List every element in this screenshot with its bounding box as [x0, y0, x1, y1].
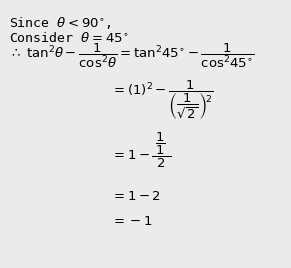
Text: $\therefore\;\tan^2\!\theta - \dfrac{1}{\cos^2\!\theta} = \tan^2\!45^{\circ} - \: $\therefore\;\tan^2\!\theta - \dfrac{1}{… — [9, 42, 254, 70]
Text: $= 1 - \dfrac{\;\dfrac{1}{1}\;}{\;2\;}$: $= 1 - \dfrac{\;\dfrac{1}{1}\;}{\;2\;}$ — [111, 131, 171, 170]
Text: $= -1$: $= -1$ — [111, 215, 152, 228]
Text: Consider $\theta = 45^{\circ}$: Consider $\theta = 45^{\circ}$ — [9, 31, 128, 45]
Text: Since $\theta < 90^{\circ}$,: Since $\theta < 90^{\circ}$, — [9, 15, 111, 31]
Text: $= (1)^2 - \dfrac{1}{\left(\dfrac{1}{\sqrt{2}}\right)^{\!2}}$: $= (1)^2 - \dfrac{1}{\left(\dfrac{1}{\sq… — [111, 78, 213, 121]
Text: $= 1 - 2$: $= 1 - 2$ — [111, 191, 161, 203]
